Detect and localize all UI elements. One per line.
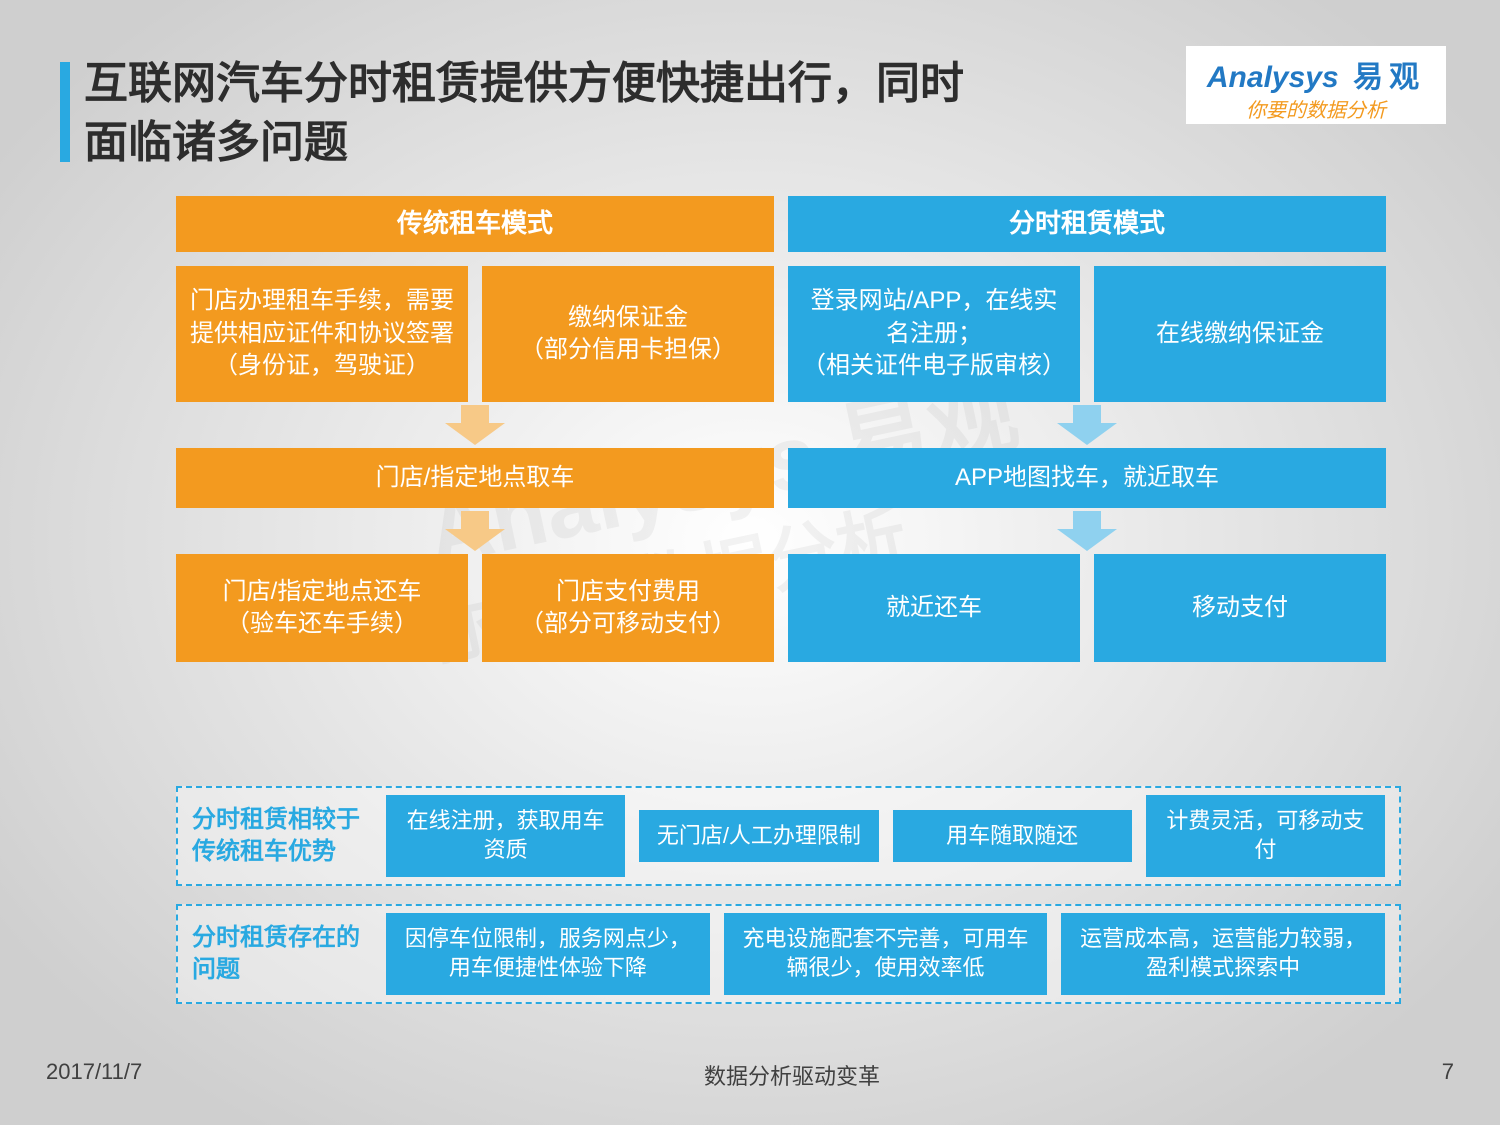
footer-date: 2017/11/7 [46, 1059, 142, 1091]
timeshare-step1a: 登录网站/APP，在线实名注册； （相关证件电子版审核） [788, 266, 1080, 402]
header-traditional: 传统租车模式 [176, 196, 774, 252]
header-timeshare: 分时租赁模式 [788, 196, 1386, 252]
timeshare-step2: APP地图找车，就近取车 [788, 448, 1386, 508]
problem-item: 因停车位限制，服务网点少，用车便捷性体验下降 [386, 913, 710, 994]
advantage-item: 用车随取随还 [893, 810, 1132, 863]
timeshare-step3a: 就近还车 [788, 554, 1080, 662]
advantages-label: 分时租赁相较于传统租车优势 [192, 804, 372, 869]
problems-label: 分时租赁存在的问题 [192, 922, 372, 987]
arrow-down-icon [445, 405, 505, 445]
traditional-step3b: 门店支付费用 （部分可移动支付） [482, 554, 774, 662]
traditional-step3a: 门店/指定地点还车 （验车还车手续） [176, 554, 468, 662]
advantages-panel: 分时租赁相较于传统租车优势 在线注册，获取用车资质 无门店/人工办理限制 用车随… [176, 786, 1401, 886]
flow-diagram: 传统租车模式 分时租赁模式 门店办理租车手续，需要提供相应证件和协议签署（身份证… [176, 196, 1401, 662]
title-accent-bar [60, 62, 70, 162]
logo-brand-cn: 易观 [1353, 61, 1425, 94]
advantage-item: 无门店/人工办理限制 [639, 810, 878, 863]
footer-page: 7 [1442, 1059, 1454, 1091]
traditional-step1a: 门店办理租车手续，需要提供相应证件和协议签署（身份证，驾驶证） [176, 266, 468, 402]
footer-center: 数据分析驱动变革 [704, 1059, 880, 1091]
footer: 2017/11/7 数据分析驱动变革 7 [0, 1059, 1500, 1091]
traditional-step1b: 缴纳保证金 （部分信用卡担保） [482, 266, 774, 402]
problem-item: 充电设施配套不完善，可用车辆很少，使用效率低 [724, 913, 1048, 994]
problem-item: 运营成本高，运营能力较弱，盈利模式探索中 [1061, 913, 1385, 994]
arrow-down-icon [445, 511, 505, 551]
logo-tagline: 你要的数据分析 [1186, 94, 1446, 123]
advantage-item: 在线注册，获取用车资质 [386, 795, 625, 876]
traditional-step2: 门店/指定地点取车 [176, 448, 774, 508]
page-title: 互联网汽车分时租赁提供方便快捷出行，同时面临诸多问题 [84, 54, 984, 173]
arrow-down-icon [1057, 511, 1117, 551]
problems-panel: 分时租赁存在的问题 因停车位限制，服务网点少，用车便捷性体验下降 充电设施配套不… [176, 904, 1401, 1004]
advantage-item: 计费灵活，可移动支付 [1146, 795, 1385, 876]
timeshare-step3b: 移动支付 [1094, 554, 1386, 662]
timeshare-step1b: 在线缴纳保证金 [1094, 266, 1386, 402]
logo: Analysys 易观 你要的数据分析 [1186, 46, 1446, 124]
arrow-down-icon [1057, 405, 1117, 445]
logo-brand-en: Analysys [1207, 61, 1339, 94]
